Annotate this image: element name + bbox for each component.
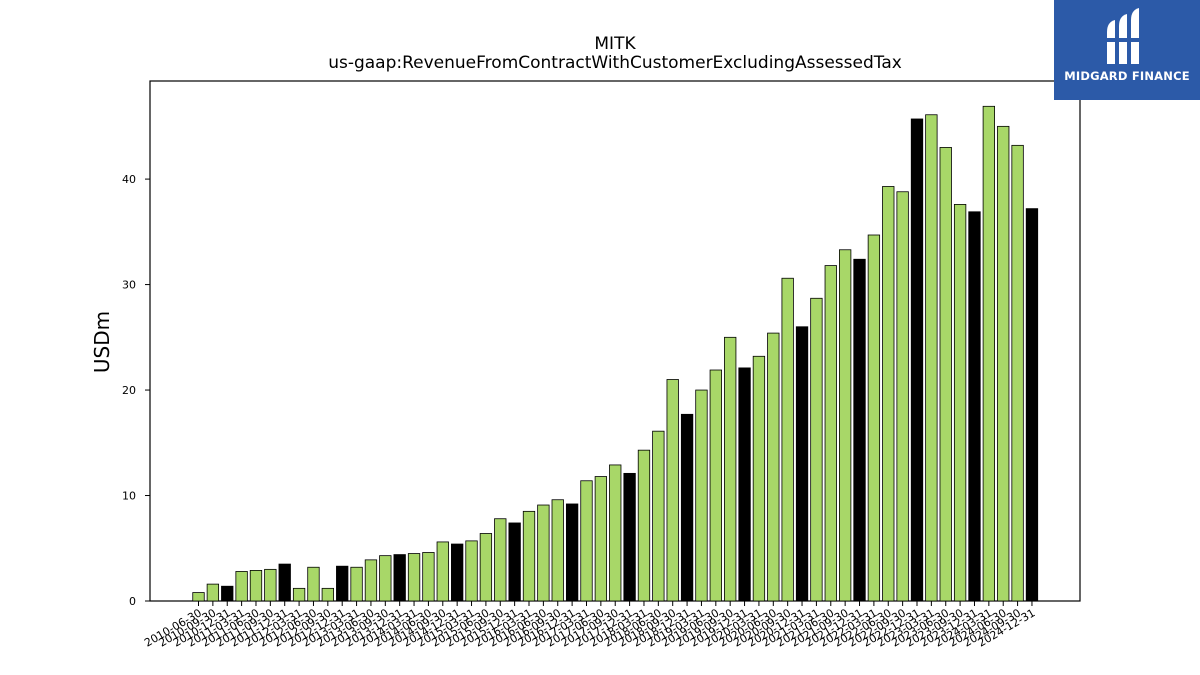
bar <box>709 369 722 602</box>
bar <box>192 592 205 602</box>
brand-name: MIDGARD FINANCE <box>1064 69 1190 83</box>
bar <box>1011 144 1024 602</box>
bar-series <box>192 105 1039 602</box>
bar <box>882 186 895 602</box>
bar <box>738 367 751 602</box>
bar <box>479 533 493 602</box>
chart-title: MITK <box>594 34 636 54</box>
brand-logo: MIDGARD FINANCE <box>1054 0 1200 100</box>
bar <box>810 297 823 602</box>
midgard-logo-icon <box>1107 8 1139 64</box>
bar <box>623 472 636 602</box>
bar <box>221 585 234 602</box>
bar <box>594 476 608 602</box>
bar <box>292 587 306 602</box>
bar <box>494 518 507 602</box>
bar <box>206 583 220 602</box>
bar <box>522 510 536 602</box>
bar <box>580 480 593 602</box>
x-axis: 2010-06-302010-09-302010-12-312011-03-31… <box>142 601 1037 650</box>
chart-subtitle: us-gaap:RevenueFromContractWithCustomerE… <box>328 53 902 73</box>
y-axis-label: USDm <box>90 311 114 373</box>
bar <box>565 503 579 602</box>
bar <box>321 587 334 602</box>
bar <box>695 389 708 602</box>
y-tick-label: 10 <box>122 490 136 503</box>
bar <box>537 504 550 602</box>
bar <box>451 543 464 602</box>
y-tick-label: 0 <box>129 595 136 608</box>
bar <box>465 540 478 602</box>
bar <box>680 413 694 602</box>
bar <box>508 522 521 602</box>
bar <box>637 449 651 602</box>
bar <box>379 555 392 602</box>
bar <box>968 211 981 602</box>
bar <box>867 234 881 602</box>
bar <box>724 336 737 602</box>
bar <box>752 355 766 602</box>
bar <box>910 118 924 602</box>
bar <box>609 464 622 602</box>
bar <box>666 379 679 602</box>
bar <box>407 553 421 602</box>
bar <box>795 326 809 602</box>
bar <box>896 191 909 602</box>
bar <box>767 332 780 602</box>
bar <box>393 554 406 602</box>
bar <box>939 147 952 602</box>
bar <box>652 430 665 602</box>
bar <box>364 559 378 602</box>
bar <box>235 571 248 602</box>
bar <box>853 258 866 602</box>
bar <box>925 114 938 602</box>
bar <box>264 568 277 602</box>
y-axis: 0 10 20 30 40 <box>122 173 150 608</box>
y-tick-label: 20 <box>122 384 136 397</box>
bar <box>249 570 263 602</box>
bar <box>278 563 291 602</box>
bar <box>953 204 967 602</box>
bar <box>350 566 363 602</box>
bar <box>997 125 1010 602</box>
bar <box>839 249 852 602</box>
bar <box>781 277 794 602</box>
bar <box>307 566 320 602</box>
bar <box>1025 208 1039 602</box>
bar <box>336 565 349 602</box>
bar <box>551 499 564 602</box>
y-tick-label: 40 <box>122 173 136 186</box>
bar <box>422 552 435 602</box>
bar <box>436 541 449 602</box>
y-tick-label: 30 <box>122 279 136 292</box>
bar <box>824 265 837 602</box>
bar <box>982 105 995 602</box>
